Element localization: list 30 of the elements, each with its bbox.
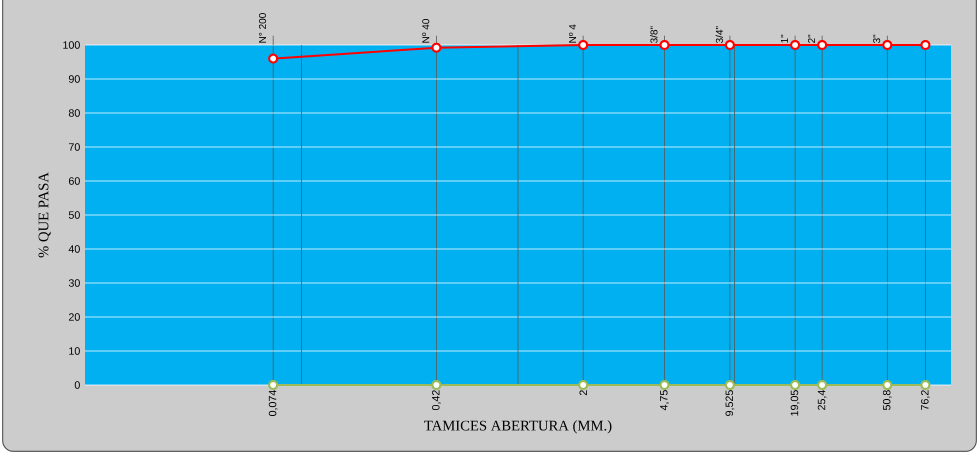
- x-tick-label: 2: [579, 390, 587, 396]
- text: 2": [808, 34, 815, 43]
- y-tick-label: 60: [68, 177, 80, 185]
- y-tick-label: 30: [68, 279, 80, 287]
- x-tick-label: 19,05: [790, 390, 800, 416]
- text: 3/4": [716, 26, 723, 44]
- y-tick-label: 50: [68, 211, 80, 219]
- y-tick-label: 80: [68, 109, 80, 117]
- text: 3": [873, 34, 880, 44]
- y-tick-label: 40: [68, 245, 80, 253]
- y-tick-label: 70: [68, 143, 80, 151]
- text: N° 200: [258, 13, 266, 43]
- x-tick-label: 0,42: [432, 390, 441, 410]
- y-axis-title: % QUE PASA: [38, 172, 51, 258]
- y-tick-label: 90: [68, 75, 80, 83]
- text: 3/8": [650, 26, 658, 44]
- x-tick-label: 0,074: [268, 390, 278, 416]
- text: Nº 40: [422, 19, 430, 43]
- y-tick-label: 10: [69, 347, 80, 355]
- y-tick-label: 100: [63, 41, 80, 49]
- x-tick-label: 9,525: [726, 390, 734, 416]
- x-tick-label: 76,2: [921, 390, 930, 410]
- text: Nº 4: [569, 24, 576, 43]
- x-tick-label: 25,4: [818, 390, 827, 410]
- y-tick-label: 20: [68, 313, 80, 321]
- x-tick-label: 4,75: [660, 390, 669, 410]
- x-axis-title: TAMICES ABERTURA (MM.): [424, 420, 612, 434]
- x-tick-label: 50,8: [882, 390, 892, 410]
- text: 1": [780, 34, 788, 43]
- y-tick-label: 0: [74, 381, 80, 389]
